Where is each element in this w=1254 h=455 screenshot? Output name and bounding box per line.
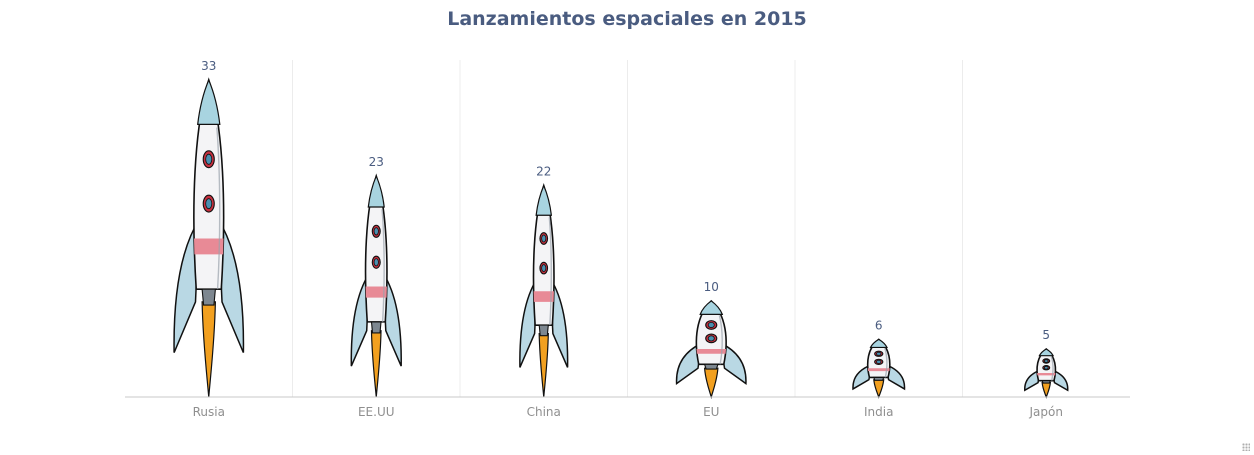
rocket-bar-rusia[interactable] [173, 77, 245, 398]
x-tick-label: EU [703, 405, 719, 419]
x-axis-tick-labels: Rusia EE.UU China EU India Japón [193, 405, 1063, 419]
rocket-bar-china[interactable] [519, 183, 569, 398]
rocket-bar-jap-n[interactable] [1024, 347, 1069, 399]
chart-title: Lanzamientos espaciales en 2015 [447, 8, 807, 30]
rocket-bar-india[interactable] [852, 338, 906, 399]
rocket-shape [350, 173, 402, 398]
x-tick-label: Japón [1029, 405, 1063, 419]
grid-lines [292, 60, 963, 397]
x-tick-label: China [527, 405, 561, 419]
x-tick-label: Rusia [193, 405, 225, 419]
rocket-shape [519, 183, 569, 398]
x-tick-label: EE.UU [358, 405, 395, 419]
data-label: 5 [1042, 328, 1050, 342]
rocket-shape [1024, 347, 1069, 399]
rocket-shape [173, 77, 245, 398]
data-label: 22 [536, 165, 551, 179]
data-label: 6 [875, 318, 883, 332]
resize-grip-icon[interactable] [1242, 443, 1250, 451]
rocket-shape [675, 299, 747, 400]
rocket-bar-ee-uu[interactable] [350, 173, 402, 398]
rocket-shape [852, 338, 906, 399]
data-label: 23 [369, 155, 384, 169]
rocket-bar-eu[interactable] [675, 299, 747, 400]
data-label: 33 [201, 59, 216, 73]
rocket-bars [173, 77, 1069, 400]
data-labels: 33 23 22 10 6 5 [201, 59, 1050, 342]
data-label: 10 [704, 280, 719, 294]
x-tick-label: India [864, 405, 893, 419]
